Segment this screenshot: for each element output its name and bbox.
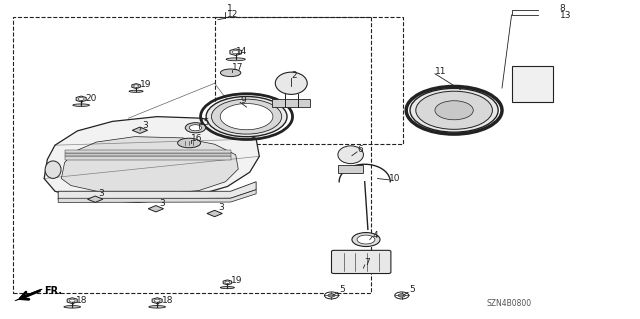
Text: 16: 16: [191, 134, 202, 143]
Text: 9: 9: [240, 96, 246, 105]
Text: 17: 17: [232, 63, 243, 72]
Circle shape: [416, 91, 492, 129]
Polygon shape: [152, 298, 162, 304]
Circle shape: [134, 85, 138, 87]
Polygon shape: [61, 137, 238, 195]
Polygon shape: [58, 182, 256, 199]
Ellipse shape: [338, 146, 364, 164]
Circle shape: [220, 104, 273, 130]
Circle shape: [328, 294, 335, 297]
Circle shape: [357, 235, 375, 244]
Circle shape: [225, 281, 230, 284]
Circle shape: [324, 292, 339, 299]
Circle shape: [410, 88, 498, 132]
Polygon shape: [132, 84, 140, 88]
Ellipse shape: [64, 306, 81, 308]
Polygon shape: [58, 190, 256, 202]
Ellipse shape: [149, 306, 166, 308]
Circle shape: [78, 98, 84, 100]
Polygon shape: [223, 280, 232, 285]
Bar: [338, 165, 364, 173]
Text: 5: 5: [339, 285, 345, 294]
Polygon shape: [148, 205, 164, 212]
Bar: [13, 17, 371, 293]
Ellipse shape: [275, 72, 307, 94]
Polygon shape: [44, 117, 259, 202]
Text: 11: 11: [435, 67, 447, 76]
Ellipse shape: [220, 286, 234, 289]
Circle shape: [185, 123, 205, 133]
Text: 19: 19: [140, 80, 152, 89]
Bar: [511, 66, 553, 102]
Polygon shape: [15, 289, 42, 301]
Bar: [214, 17, 403, 144]
Text: 4: 4: [372, 231, 378, 240]
Text: 18: 18: [76, 296, 88, 305]
Ellipse shape: [45, 161, 61, 178]
Ellipse shape: [220, 69, 241, 77]
Circle shape: [232, 50, 239, 54]
Text: 19: 19: [230, 276, 242, 285]
FancyBboxPatch shape: [332, 250, 391, 273]
Bar: [65, 156, 230, 160]
Text: 3: 3: [143, 121, 148, 130]
Ellipse shape: [177, 138, 200, 148]
Circle shape: [395, 292, 409, 299]
Bar: [65, 150, 230, 153]
Circle shape: [69, 299, 75, 302]
Text: FR.: FR.: [44, 286, 62, 296]
Circle shape: [352, 233, 380, 247]
Text: 5: 5: [410, 285, 415, 294]
Text: 14: 14: [236, 47, 247, 56]
Polygon shape: [230, 49, 241, 56]
Text: 6: 6: [357, 145, 363, 154]
Bar: [272, 99, 310, 107]
Circle shape: [189, 125, 202, 131]
Circle shape: [211, 99, 282, 134]
Text: 1: 1: [227, 4, 233, 13]
Circle shape: [154, 299, 160, 302]
Circle shape: [206, 97, 287, 137]
Polygon shape: [67, 298, 77, 304]
Text: SZN4B0800: SZN4B0800: [486, 299, 531, 308]
Text: 10: 10: [389, 174, 401, 183]
Ellipse shape: [129, 90, 143, 93]
Polygon shape: [132, 127, 148, 133]
Text: 3: 3: [159, 199, 165, 208]
Text: 13: 13: [559, 11, 571, 20]
Polygon shape: [207, 210, 222, 217]
Text: 20: 20: [85, 94, 97, 103]
Text: 7: 7: [365, 258, 371, 267]
Ellipse shape: [226, 58, 245, 61]
Text: 8: 8: [559, 4, 565, 13]
Circle shape: [398, 294, 405, 297]
Ellipse shape: [73, 104, 90, 107]
Text: 12: 12: [227, 11, 239, 19]
Text: 15: 15: [198, 117, 210, 127]
Text: 18: 18: [162, 296, 173, 305]
Text: 3: 3: [218, 203, 223, 212]
Polygon shape: [88, 196, 103, 202]
Polygon shape: [76, 96, 86, 102]
Circle shape: [435, 101, 473, 120]
Bar: [65, 153, 230, 156]
Text: 2: 2: [291, 71, 297, 80]
Text: 3: 3: [99, 189, 104, 198]
